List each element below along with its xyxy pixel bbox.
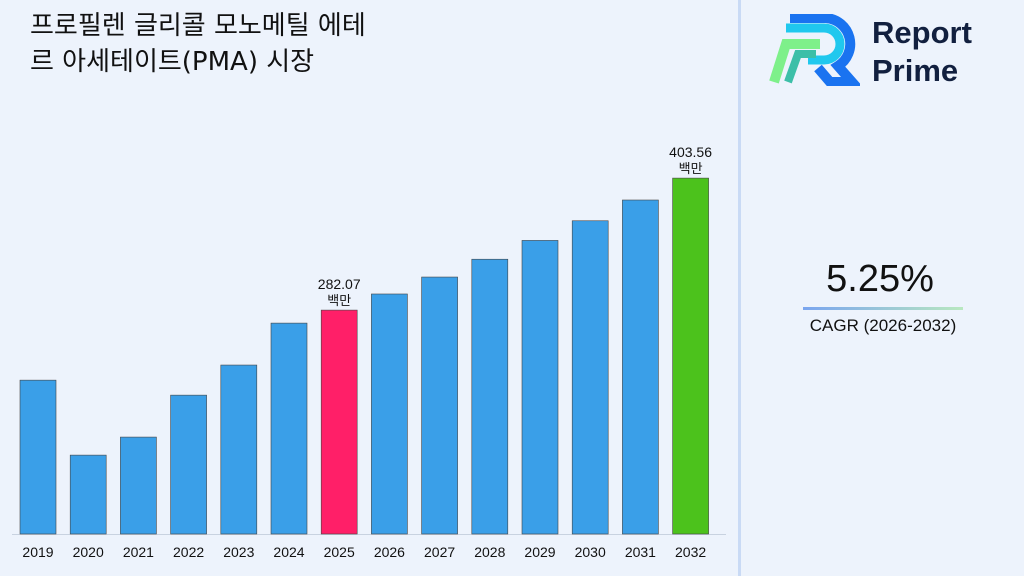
bar-2021 — [120, 436, 157, 535]
data-label-value: 403.56 — [669, 144, 712, 160]
bar-2019 — [19, 379, 57, 535]
x-tick-label: 2025 — [324, 544, 355, 560]
bar-2032 — [672, 177, 709, 535]
brand-line-1: Report — [872, 15, 972, 50]
bar-2023 — [220, 364, 258, 535]
bar-2024 — [270, 322, 308, 535]
divider — [738, 0, 741, 576]
bar-2028 — [471, 258, 509, 535]
x-tick-label: 2027 — [424, 544, 455, 560]
x-tick-label: 2031 — [625, 544, 656, 560]
bar-chart: 2019 2020 2021 2022 2023 2024 2025 2026 2027 2028… — [12, 144, 726, 560]
cagr-label: CAGR (2026-2032) — [809, 316, 957, 335]
report-prime-logo-icon — [769, 14, 860, 86]
bar-2030 — [571, 220, 609, 535]
bar-2026 — [371, 293, 408, 535]
x-tick-label: 2022 — [173, 544, 204, 560]
x-tick-label: 2019 — [22, 544, 53, 560]
x-tick-label: 2021 — [123, 544, 154, 560]
x-tick-label: 2023 — [223, 544, 254, 560]
brand-name: Report Prime — [872, 14, 972, 90]
cagr-underline — [803, 307, 963, 310]
bar-2025 — [320, 309, 358, 535]
data-label-unit: 백만 — [679, 162, 703, 177]
x-tick-label: 2029 — [524, 544, 555, 560]
bar-2031 — [622, 199, 659, 535]
data-label-value: 282.07 — [318, 276, 361, 292]
chart-title: 프로필렌 글리콜 모노메틸 에테 르 아세테이트(PMA) 시장 — [30, 11, 366, 77]
bar-2020 — [69, 454, 107, 535]
x-tick-label: 2020 — [73, 544, 104, 560]
brand-line-2: Prime — [872, 53, 959, 88]
x-tick-label: 2026 — [374, 544, 405, 560]
x-tick-label: 2032 — [675, 544, 706, 560]
x-tick-label: 2030 — [575, 544, 606, 560]
bar-2029 — [521, 240, 559, 535]
cagr-value: 5.25% — [826, 258, 934, 300]
x-tick-label: 2024 — [273, 544, 304, 560]
bar-2022 — [170, 394, 207, 535]
bar-2027 — [421, 276, 458, 535]
data-label-unit: 백만 — [327, 294, 351, 309]
x-tick-label: 2028 — [474, 544, 505, 560]
